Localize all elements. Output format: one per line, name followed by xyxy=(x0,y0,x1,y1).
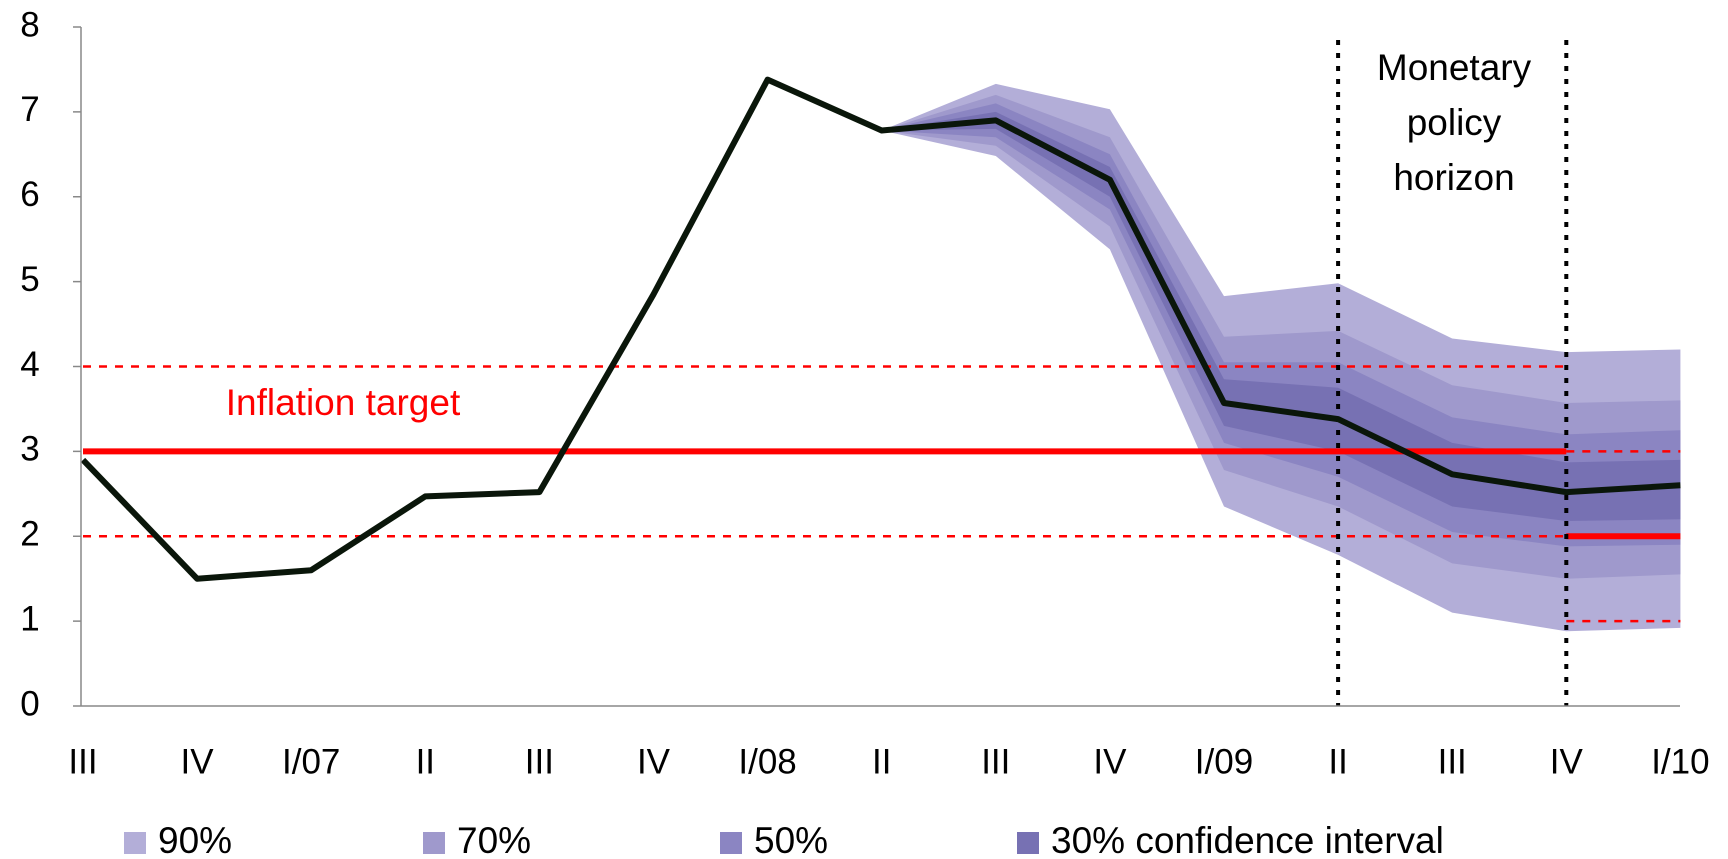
legend-label: 50% xyxy=(754,820,828,859)
y-tick-label: 6 xyxy=(20,175,39,214)
x-tick-label: I/09 xyxy=(1195,742,1253,781)
y-tick-label: 5 xyxy=(20,260,39,299)
x-tick-label: IV xyxy=(181,742,215,781)
legend-label: 30% confidence interval xyxy=(1051,820,1444,859)
x-tick-label: III xyxy=(1438,742,1467,781)
legend-label: 90% xyxy=(158,820,232,859)
y-tick-label: 2 xyxy=(20,515,39,554)
y-tick-label: 7 xyxy=(20,90,39,129)
x-tick-label: II xyxy=(416,742,435,781)
legend-swatch xyxy=(423,832,445,854)
x-tick-label: I/08 xyxy=(738,742,796,781)
legend-swatch xyxy=(1017,832,1039,854)
fan-band xyxy=(881,111,1681,522)
x-tick-label: III xyxy=(525,742,554,781)
series-line xyxy=(80,76,1681,582)
x-tick-label: I/07 xyxy=(282,742,340,781)
target-label: Inflation target xyxy=(226,382,461,423)
x-tick-label: IV xyxy=(637,742,671,781)
x-tick-label: II xyxy=(872,742,891,781)
y-tick-label: 8 xyxy=(20,5,39,44)
x-tick-label: IV xyxy=(1093,742,1127,781)
legend-label: 70% xyxy=(457,820,531,859)
horizon-label: horizon xyxy=(1393,157,1514,198)
x-tick-label: II xyxy=(1328,742,1347,781)
legend-swatch xyxy=(124,832,146,854)
x-tick-label: I/10 xyxy=(1651,742,1709,781)
y-tick-label: 3 xyxy=(20,430,39,469)
legend-swatch xyxy=(720,832,742,854)
horizon-label: policy xyxy=(1407,102,1502,143)
y-tick-label: 4 xyxy=(20,345,39,384)
y-tick-label: 1 xyxy=(20,599,39,638)
x-tick-label: III xyxy=(68,742,97,781)
x-tick-label: IV xyxy=(1550,742,1584,781)
y-tick-label: 0 xyxy=(20,684,39,723)
fan-band xyxy=(881,103,1681,547)
horizon-label: Monetary xyxy=(1377,47,1532,88)
x-tick-label: III xyxy=(981,742,1010,781)
